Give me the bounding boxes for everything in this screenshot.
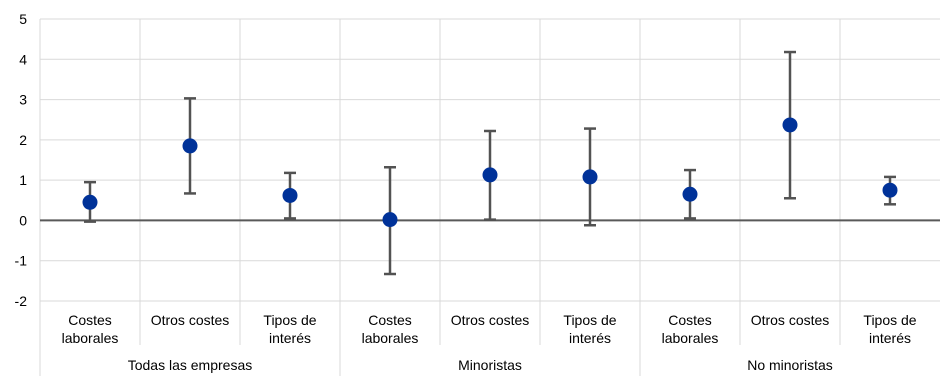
- group-labels: Todas las empresas Minoristas No minorista…: [128, 357, 833, 373]
- data-point: [182, 138, 198, 154]
- category-labels: Costes laborales Otros costes Tipos de inter…: [62, 312, 917, 346]
- category-label: Otros costes: [451, 312, 530, 328]
- error-bars: [84, 50, 896, 276]
- group-label: Minoristas: [458, 357, 522, 373]
- data-point: [382, 212, 398, 228]
- y-tick-label: 1: [19, 172, 27, 188]
- data-point: [582, 169, 598, 185]
- data-point: [882, 182, 898, 198]
- category-label: Costes: [668, 312, 712, 328]
- y-tick-label: 5: [19, 11, 27, 27]
- y-tick-label: -2: [15, 293, 28, 309]
- group-label: No minoristas: [747, 357, 833, 373]
- category-label: interés: [569, 330, 611, 346]
- category-label: laborales: [662, 330, 719, 346]
- category-label: Otros costes: [151, 312, 230, 328]
- category-label: Costes: [368, 312, 412, 328]
- y-tick-labels: 5 4 3 2 1 0 -1 -2: [15, 11, 28, 309]
- data-point: [782, 117, 798, 133]
- data-point: [82, 194, 98, 210]
- data-point: [282, 187, 298, 203]
- y-tick-label: 3: [19, 92, 27, 108]
- data-point: [482, 167, 498, 183]
- y-tick-label: 4: [19, 51, 27, 67]
- category-label: Costes: [68, 312, 112, 328]
- category-label: Otros costes: [751, 312, 830, 328]
- y-tick-label: -1: [15, 253, 28, 269]
- category-label: interés: [269, 330, 311, 346]
- y-tick-label: 2: [19, 132, 27, 148]
- data-points: [82, 117, 898, 228]
- category-label: Tipos de: [863, 312, 916, 328]
- data-point: [682, 186, 698, 202]
- category-label: Tipos de: [263, 312, 316, 328]
- category-label: laborales: [362, 330, 419, 346]
- category-label: interés: [869, 330, 911, 346]
- category-label: Tipos de: [563, 312, 616, 328]
- group-label: Todas las empresas: [128, 357, 253, 373]
- category-label: laborales: [62, 330, 119, 346]
- y-tick-label: 0: [19, 212, 27, 228]
